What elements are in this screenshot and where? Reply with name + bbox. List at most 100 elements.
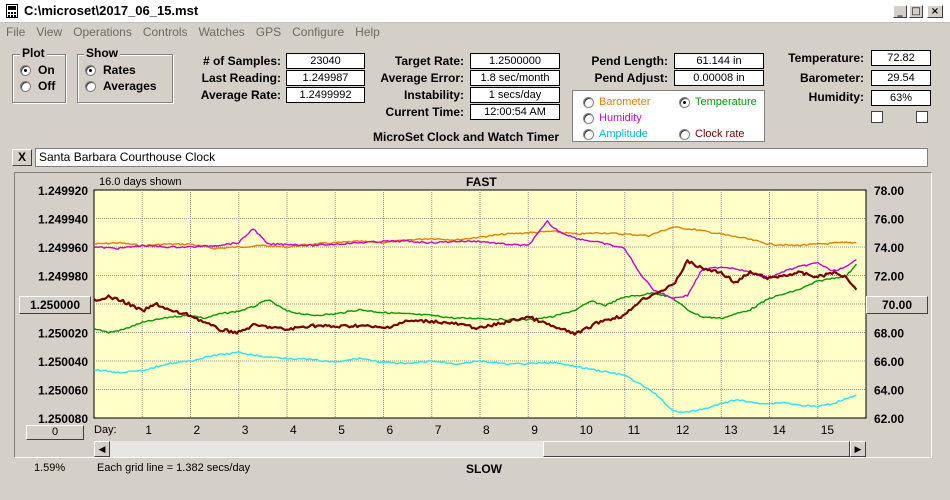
average-error-label: Average Error: bbox=[380, 71, 464, 85]
series-line-barometer bbox=[94, 226, 857, 250]
menu-help[interactable]: Help bbox=[355, 25, 380, 39]
scroll-thumb[interactable] bbox=[543, 441, 850, 457]
slow-label: SLOW bbox=[466, 462, 502, 476]
y-right-tick-label: 76.00 bbox=[874, 213, 904, 227]
humidity-radio[interactable] bbox=[583, 113, 594, 124]
plot-off-radio[interactable] bbox=[20, 81, 31, 92]
y-left-tick-label: 1.249920 bbox=[38, 184, 88, 198]
pend-length-field: 61.144 in bbox=[674, 53, 764, 69]
arrow-right-icon: ▶ bbox=[854, 444, 862, 454]
x-tick-label: 10 bbox=[580, 423, 594, 437]
plot-frame bbox=[14, 172, 932, 458]
y-left-tick-label: 1.250080 bbox=[38, 412, 88, 426]
grid-note: Each grid line = 1.382 secs/day bbox=[97, 462, 251, 474]
y-left-tick-label: 1.250040 bbox=[38, 355, 88, 369]
y-right-tick-label: 62.00 bbox=[874, 412, 904, 426]
days-shown-label: 16.0 days shown bbox=[99, 176, 182, 188]
scroll-left-button[interactable]: ◀ bbox=[94, 441, 110, 457]
right-value-button[interactable]: 70.00 bbox=[866, 296, 928, 314]
y-right-tick-label: 68.00 bbox=[874, 327, 904, 341]
humidity-option-label[interactable]: Humidity bbox=[599, 112, 642, 124]
clock-rate-radio[interactable] bbox=[679, 129, 690, 140]
current-time-label: Current Time: bbox=[385, 105, 464, 119]
app-caption: MicroSet Clock and Watch Timer bbox=[373, 130, 560, 144]
y-right-tick-label: 72.00 bbox=[874, 270, 904, 284]
instability-label: Instability: bbox=[403, 88, 464, 102]
average-error-field: 1.8 sec/month bbox=[470, 70, 560, 86]
app-icon bbox=[6, 4, 18, 18]
last-reading-label: Last Reading: bbox=[201, 71, 281, 85]
maximize-icon: □ bbox=[911, 6, 921, 17]
arrow-left-icon: ◀ bbox=[98, 444, 106, 454]
series-line-temperature bbox=[93, 263, 857, 334]
current-time-field: 12:00:54 AM bbox=[470, 104, 560, 120]
barometer-field: 29.54 bbox=[871, 70, 931, 86]
scroll-right-button[interactable]: ▶ bbox=[850, 441, 866, 457]
menu-watches[interactable]: Watches bbox=[198, 25, 245, 39]
x-tick-label: 9 bbox=[531, 423, 538, 437]
show-averages-label[interactable]: Averages bbox=[103, 79, 157, 93]
show-rates-label[interactable]: Rates bbox=[103, 63, 136, 77]
plot-on-label[interactable]: On bbox=[38, 63, 55, 77]
zero-button[interactable]: 0 bbox=[26, 425, 84, 440]
temperature-option-label[interactable]: Temperature bbox=[695, 96, 757, 108]
menu-gps[interactable]: GPS bbox=[255, 25, 282, 39]
minimize-icon: _ bbox=[897, 6, 903, 17]
clock-rate-option-label[interactable]: Clock rate bbox=[695, 128, 745, 140]
x-tick-label: 12 bbox=[676, 423, 690, 437]
menu-file[interactable]: File bbox=[6, 25, 26, 39]
amplitude-radio[interactable] bbox=[583, 129, 594, 140]
menu-configure[interactable]: Configure bbox=[292, 25, 345, 39]
average-rate-label: Average Rate: bbox=[200, 88, 281, 102]
barometer-option-label[interactable]: Barometer bbox=[599, 96, 651, 108]
close-icon: X bbox=[17, 150, 26, 164]
x-tick-label: 13 bbox=[724, 423, 738, 437]
menu-view[interactable]: View bbox=[36, 25, 63, 39]
clear-clock-button[interactable]: X bbox=[12, 149, 32, 166]
maximize-button[interactable]: □ bbox=[909, 5, 923, 18]
x-tick-label: 14 bbox=[773, 423, 787, 437]
fast-label: FAST bbox=[466, 175, 497, 189]
x-tick-label: 5 bbox=[338, 423, 345, 437]
close-window-button[interactable]: × bbox=[927, 5, 943, 18]
minimize-button[interactable]: _ bbox=[893, 5, 907, 18]
series-line-amplitude bbox=[93, 351, 857, 413]
y-right-tick-label: 74.00 bbox=[874, 241, 904, 255]
show-averages-radio[interactable] bbox=[85, 81, 96, 92]
samples-field: 23040 bbox=[286, 53, 365, 69]
amplitude-option-label[interactable]: Amplitude bbox=[599, 128, 648, 140]
x-tick-label: 7 bbox=[435, 423, 442, 437]
x-tick-label: 8 bbox=[483, 423, 490, 437]
left-value-button[interactable]: 1.250000 bbox=[19, 296, 91, 314]
menu-operations[interactable]: Operations bbox=[73, 25, 132, 39]
y-left-tick-label: 1.249980 bbox=[38, 270, 88, 284]
plot-off-label[interactable]: Off bbox=[38, 79, 56, 93]
x-tick-label: 6 bbox=[387, 423, 394, 437]
y-left-tick-label: 1.250060 bbox=[38, 384, 88, 398]
close-icon: × bbox=[930, 6, 940, 17]
humidity-field: 63% bbox=[871, 90, 931, 106]
show-group bbox=[77, 54, 173, 103]
x-tick-label: 11 bbox=[628, 423, 641, 437]
temperature-field: 72.82 bbox=[871, 50, 931, 66]
plot-on-radio[interactable] bbox=[20, 65, 31, 76]
temperature-radio[interactable] bbox=[679, 97, 690, 108]
x-tick-label: 1 bbox=[145, 423, 152, 437]
target-rate-label: Target Rate: bbox=[394, 54, 464, 68]
y-left-tick-label: 1.249940 bbox=[38, 213, 88, 227]
day-axis-label: Day: bbox=[94, 424, 117, 436]
temperature-label: Temperature: bbox=[788, 51, 864, 65]
y-left-tick-label: 1.250020 bbox=[38, 327, 88, 341]
humidity-checkbox-right[interactable] bbox=[916, 111, 928, 123]
series-line-clock-rate bbox=[93, 259, 858, 336]
humidity-checkbox-left[interactable] bbox=[871, 111, 883, 123]
y-right-tick-label: 66.00 bbox=[874, 355, 904, 369]
barometer-radio[interactable] bbox=[583, 97, 594, 108]
show-rates-radio[interactable] bbox=[85, 65, 96, 76]
average-rate-field: 1.2499992 bbox=[286, 87, 365, 103]
x-tick-label: 4 bbox=[290, 423, 297, 437]
clock-name-input[interactable]: Santa Barbara Courthouse Clock bbox=[35, 148, 928, 167]
pend-length-label: Pend Length: bbox=[591, 54, 668, 68]
menu-controls[interactable]: Controls bbox=[142, 25, 188, 39]
y-left-tick-label: 1.249960 bbox=[38, 241, 88, 255]
